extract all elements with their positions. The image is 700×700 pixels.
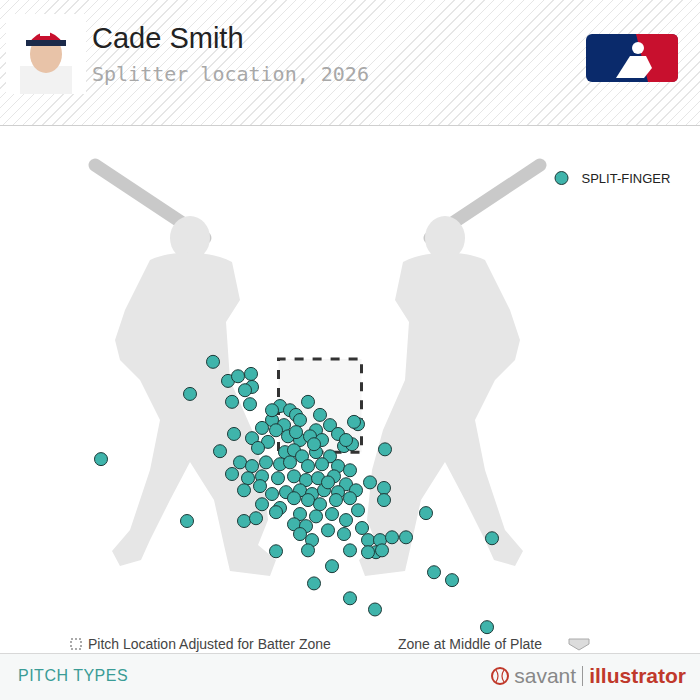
html-text:Splitter location, 2026: Splitter location, 2026 (92, 62, 369, 86)
html-text:savant: savant (514, 664, 577, 687)
svg-text:SPLIT-FINGER: SPLIT-FINGER (582, 171, 671, 186)
html-text:Zone at Middle of Plate: Zone at Middle of Plate (398, 636, 542, 652)
html-text:PITCH TYPES: PITCH TYPES (18, 667, 129, 684)
html-text:Cade Smith: Cade Smith (92, 22, 244, 54)
html-text:Pitch Location Adjusted for Ba: Pitch Location Adjusted for Batter Zone (88, 636, 331, 652)
html-text:illustrator: illustrator (589, 664, 686, 687)
